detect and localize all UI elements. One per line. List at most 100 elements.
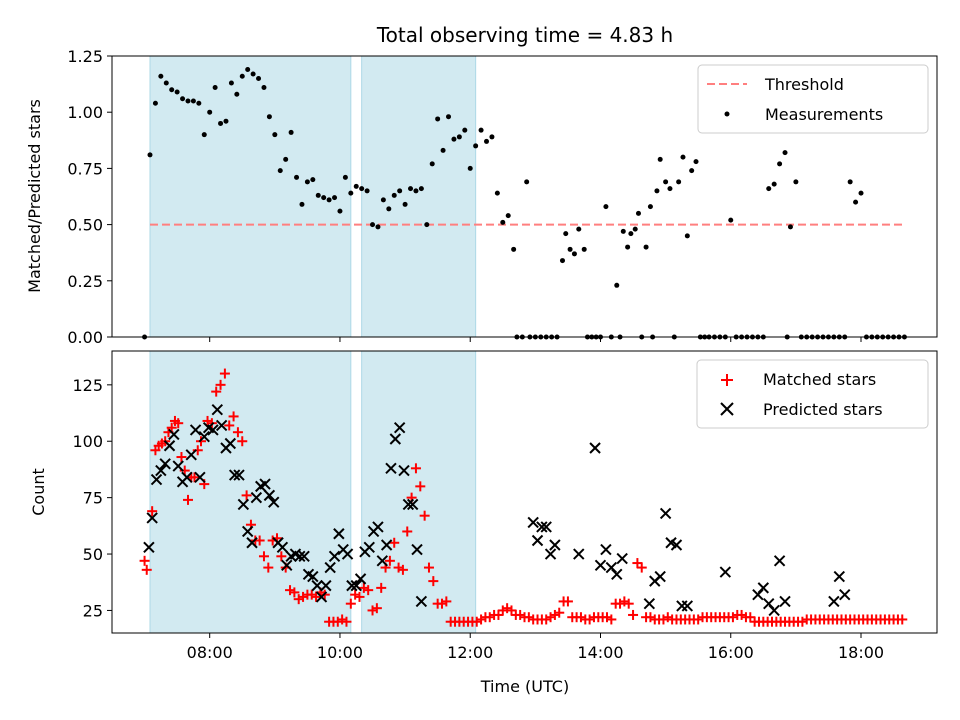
matched-star-point [662,612,673,623]
predicted-star-point [268,496,280,508]
measurement-point [766,186,772,192]
matched-star-point [393,562,404,573]
measurement-point [684,233,690,239]
matched-star-point [276,551,287,562]
matched-star-point [176,452,187,463]
predicted-star-point [719,566,732,578]
x-axis-title: Time (UTC) [480,677,569,696]
predicted-star-point [224,437,237,450]
predicted-star-point [168,428,180,441]
measurement-point [337,208,343,214]
predicted-star-point [228,469,241,481]
matched-star-point [736,609,747,620]
measurement-point [494,190,500,196]
predicted-star-point [328,550,341,563]
matched-star-point [575,612,586,623]
matched-star-point [389,537,400,548]
measurement-point [277,168,283,174]
predicted-star-point [346,579,358,592]
measurement-point [647,204,653,210]
predicted-star-point [263,489,276,502]
measurement-point [603,204,609,210]
measurement-point [728,217,734,223]
y-axis-title-top: Matched/Predicted stars [25,99,44,293]
measurement-point [391,192,397,198]
measurement-point [635,210,641,216]
measurement-point [787,224,793,230]
measurement-point [451,136,457,142]
legend-matched-label: Matched stars [763,370,876,389]
matched-star-point [258,551,269,562]
measurement-point [505,213,511,219]
y-ticks-top: 0.00 0.25 0.50 0.75 1.00 1.25 [67,47,112,347]
measurement-point [500,219,506,225]
measurement-point [158,73,164,79]
y-tick-label: 0.00 [67,328,103,347]
measurement-point [169,87,175,93]
legend-measurements-label: Measurements [765,105,883,124]
matched-star-point [415,481,426,492]
predicted-star-point [594,559,607,572]
predicted-star-point [536,521,548,533]
matched-star-point [332,616,343,627]
measurement-point [239,73,245,79]
measurement-point [853,199,859,205]
y-tick-label: 1.00 [67,103,103,122]
matched-star-point [232,427,243,438]
measurement-point [196,100,202,106]
matched-star-point [341,616,352,627]
predicted-star-point [659,507,672,520]
matched-star-point [476,614,487,625]
matched-star-point [545,612,556,623]
matched-star-point [658,614,669,625]
x-tick-label: 18:00 [838,643,884,662]
matched-star-point [367,605,378,616]
measurement-point [663,179,669,185]
measurement-point [375,224,381,230]
predicted-star-point [768,604,780,617]
matched-star-point [632,558,643,569]
measurement-point [563,231,569,237]
legend-threshold-label: Threshold [764,75,844,94]
measurement-point [359,186,365,192]
predicted-star-point [233,469,245,481]
measurement-point [218,120,224,126]
predicted-star-point [531,534,544,547]
measurement-point [771,181,777,187]
matched-star-point [384,555,395,566]
measurement-point [207,109,213,115]
predicted-star-point [385,462,397,475]
measurement-point [299,201,305,207]
matched-star-point [615,598,626,609]
predicted-star-point [159,458,171,470]
matched-star-point [423,562,434,573]
measurement-point [559,258,565,264]
measurement-point [456,134,462,140]
measurement-point [353,183,359,189]
predicted-star-point [185,449,197,461]
predicted-star-point [773,555,786,567]
matched-star-point [397,564,408,575]
predicted-star-point [298,550,310,563]
measurement-point [643,244,649,250]
plot-frame-bottom [111,350,938,634]
measurement-point [288,129,294,135]
predicted-star-point [189,424,202,436]
matched-star-point [219,368,230,379]
matched-star-point [215,379,226,390]
matched-star-point [376,582,387,593]
measurement-point [614,282,620,288]
measurement-point [680,154,686,160]
matched-star-point [263,562,274,573]
measurement-point [310,177,316,183]
plot-frame-top [111,55,938,338]
predicted-star-point [415,595,428,608]
predicted-star-point [181,471,193,484]
x-ticks-top [209,337,862,342]
predicted-star-point [211,403,224,416]
matched-star-point [345,598,356,609]
predicted-star-point [307,570,319,583]
predicted-star-point [341,548,354,560]
measurement-point [283,156,289,162]
